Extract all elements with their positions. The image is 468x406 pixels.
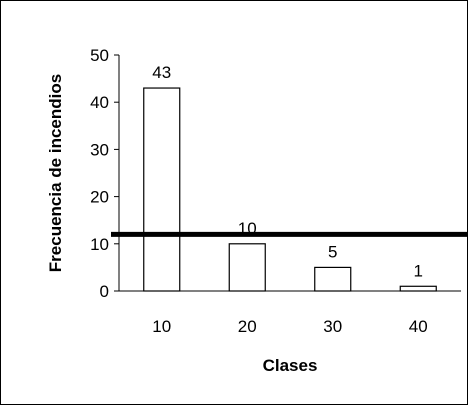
x-axis-title: Clases [263, 356, 318, 375]
x-tick-label: 10 [152, 317, 171, 336]
y-axis-title: Frecuencia de incendios [46, 74, 65, 272]
data-label: 1 [414, 261, 423, 280]
y-tick-label: 10 [90, 235, 109, 254]
x-tick-label: 40 [409, 317, 428, 336]
bar [143, 87, 181, 292]
bar [228, 243, 266, 292]
bar [399, 285, 437, 292]
y-tick-label: 30 [90, 140, 109, 159]
data-label: 43 [152, 63, 171, 82]
y-tick-label: 20 [90, 188, 109, 207]
y-tick-label: 50 [90, 46, 109, 65]
y-tick-label: 40 [90, 93, 109, 112]
data-label: 5 [328, 242, 337, 261]
x-tick-label: 30 [323, 317, 342, 336]
x-tick-label: 20 [238, 317, 257, 336]
bar [314, 266, 352, 292]
y-tick-label: 0 [100, 282, 109, 301]
